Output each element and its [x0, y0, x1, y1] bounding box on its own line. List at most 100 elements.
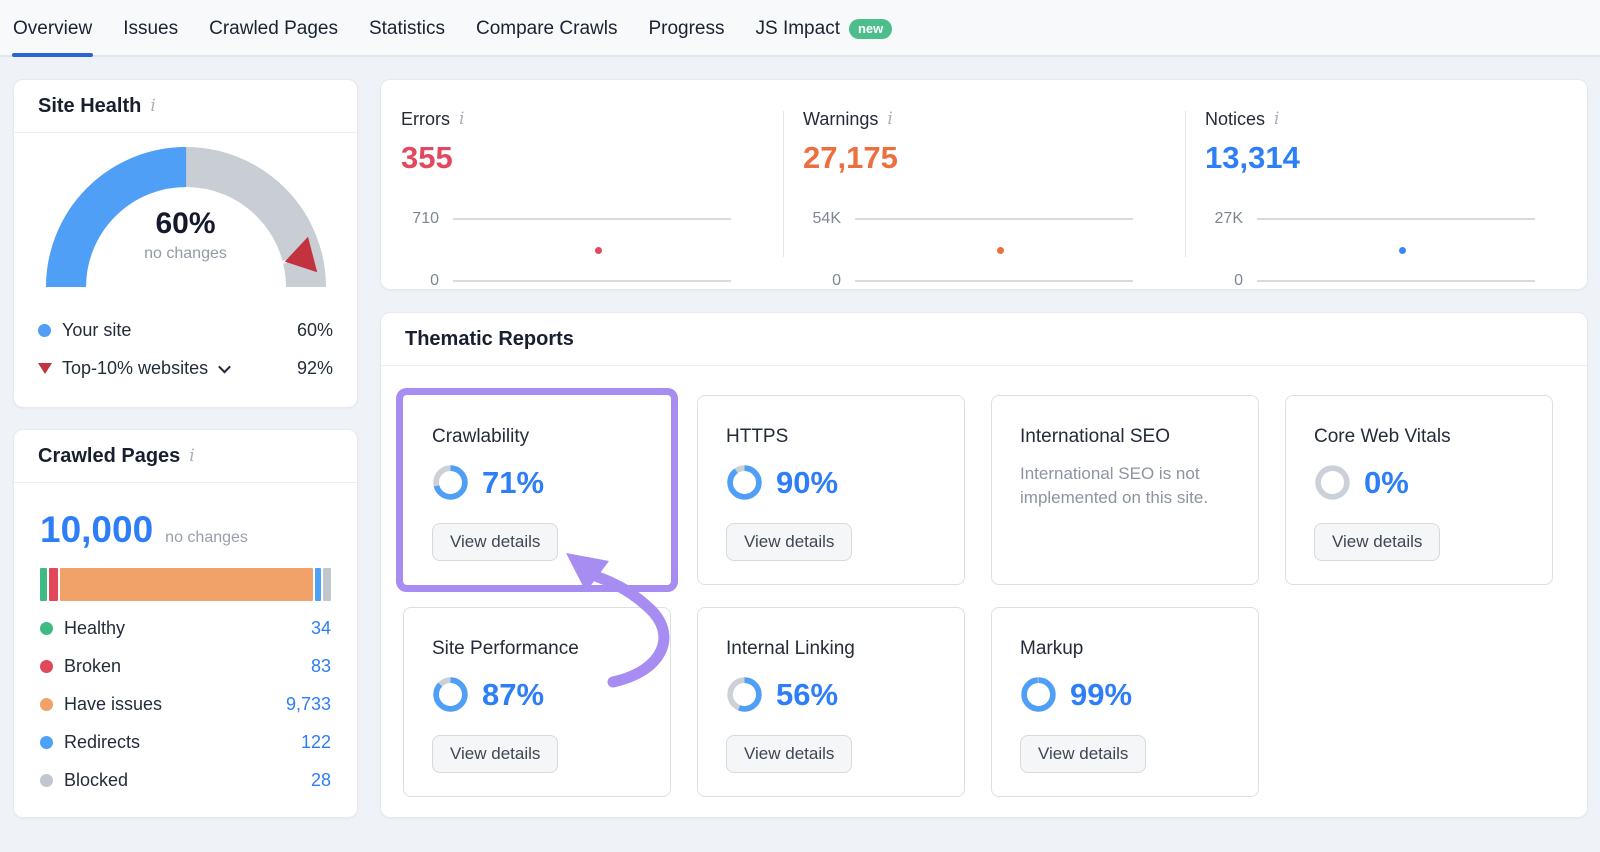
legend-row-blocked: Blocked 28 — [40, 761, 331, 799]
crawled-pages-card: Crawled Pages i 10,000 no changes Health… — [13, 429, 358, 818]
tab-crawled-pages[interactable]: Crawled Pages — [209, 18, 338, 39]
axis-line — [855, 280, 1133, 282]
markup-score: 99% — [1070, 676, 1133, 712]
markup-view-details-button[interactable]: View details — [1020, 735, 1147, 773]
report-card-international-seo: International SEO International SEO is n… — [991, 395, 1259, 585]
thematic-reports-card: Thematic Reports Crawlability 71% View d… — [380, 312, 1588, 818]
redirects-count-link[interactable]: 122 — [300, 731, 331, 752]
info-icon[interactable]: i — [189, 446, 195, 466]
bar-segment-redirects[interactable] — [315, 568, 321, 601]
thematic-reports-header: Thematic Reports — [381, 313, 1587, 366]
errors-label: Errors — [401, 109, 450, 129]
info-icon[interactable]: i — [887, 109, 893, 129]
warnings-data-point — [997, 247, 1005, 254]
bar-segment-have-issues[interactable] — [60, 568, 313, 601]
https-view-details-button[interactable]: View details — [726, 523, 853, 561]
redirects-dot-icon — [40, 735, 53, 749]
bar-segment-broken[interactable] — [49, 568, 58, 601]
site-health-legend: Your site 60% Top-10% websites 92% — [14, 311, 357, 387]
errors-section: Errors i 355 710 0 — [381, 80, 783, 289]
report-card-markup: Markup 99% View details — [991, 607, 1259, 797]
your-site-dot-icon — [38, 323, 51, 337]
bar-segment-healthy[interactable] — [40, 568, 47, 601]
report-card-crawlability: Crawlability 71% View details — [403, 395, 671, 585]
issues-summary-card: Errors i 355 710 0 Warnings i 27,175 54K — [380, 79, 1588, 290]
report-tabs-bar: Overview Issues Crawled Pages Statistics… — [0, 0, 1600, 57]
healthy-dot-icon — [40, 621, 53, 635]
https-score: 90% — [776, 464, 839, 500]
tab-js-impact[interactable]: JS Impact new — [756, 18, 893, 55]
crawlability-score: 71% — [482, 464, 545, 500]
benchmark-marker-icon — [284, 236, 317, 273]
crawled-pages-body: 10,000 no changes Healthy 34 Broken 83 — [14, 483, 357, 799]
broken-dot-icon — [40, 659, 53, 673]
thematic-reports-title: Thematic Reports — [405, 328, 574, 350]
warnings-sparkline: 54K 0 — [803, 210, 1133, 290]
crawled-pages-note: no changes — [165, 529, 248, 546]
legend-row-have-issues: Have issues 9,733 — [40, 685, 331, 723]
crawled-pages-stacked-bar — [40, 568, 331, 601]
core-web-vitals-score: 0% — [1364, 464, 1409, 500]
gauge-chart — [45, 147, 326, 288]
bar-segment-blocked[interactable] — [323, 568, 331, 601]
warnings-section: Warnings i 27,175 54K 0 — [783, 80, 1185, 289]
core-web-vitals-view-details-button[interactable]: View details — [1314, 523, 1441, 561]
international-seo-message: International SEO is not implemented on … — [1020, 464, 1209, 507]
notices-data-point — [1399, 247, 1407, 254]
axis-line — [453, 218, 731, 220]
tab-progress[interactable]: Progress — [648, 18, 725, 39]
tab-overview[interactable]: Overview — [11, 18, 94, 57]
crawled-pages-header: Crawled Pages i — [14, 430, 357, 483]
crawled-pages-total[interactable]: 10,000 — [40, 509, 154, 550]
blocked-dot-icon — [40, 773, 53, 787]
site-performance-view-details-button[interactable]: View details — [432, 735, 559, 773]
notices-sparkline: 27K 0 — [1205, 210, 1535, 290]
tab-issues[interactable]: Issues — [123, 18, 179, 39]
legend-row-top-websites: Top-10% websites 92% — [38, 349, 333, 387]
donut-chart — [1315, 465, 1350, 500]
blocked-count-link[interactable]: 28 — [310, 769, 331, 790]
healthy-count-link[interactable]: 34 — [310, 617, 331, 638]
warnings-count-link[interactable]: 27,175 — [803, 140, 898, 175]
site-health-title: Site Health — [38, 95, 142, 117]
notices-section: Notices i 13,314 27K 0 — [1185, 80, 1587, 289]
notices-count-link[interactable]: 13,314 — [1205, 140, 1300, 175]
info-icon[interactable]: i — [1274, 109, 1280, 129]
have-issues-count-link[interactable]: 9,733 — [285, 693, 331, 714]
donut-chart — [727, 677, 762, 712]
errors-count-link[interactable]: 355 — [401, 140, 453, 175]
site-health-score: 60% — [155, 207, 216, 240]
site-health-header: Site Health i — [14, 80, 357, 133]
internal-linking-view-details-button[interactable]: View details — [726, 735, 853, 773]
crawlability-view-details-button[interactable]: View details — [432, 523, 559, 561]
chevron-down-icon[interactable] — [218, 360, 231, 373]
new-badge: new — [848, 19, 893, 39]
axis-line — [1257, 218, 1535, 220]
warnings-label: Warnings — [803, 109, 879, 129]
donut-chart — [433, 677, 468, 712]
legend-row-redirects: Redirects 122 — [40, 723, 331, 761]
errors-data-point — [595, 247, 603, 254]
tab-compare-crawls[interactable]: Compare Crawls — [475, 18, 618, 39]
notices-label: Notices — [1205, 109, 1266, 129]
legend-row-broken: Broken 83 — [40, 647, 331, 685]
have-issues-dot-icon — [40, 697, 53, 711]
crawled-pages-legend: Healthy 34 Broken 83 Have issues 9,733 R… — [40, 609, 331, 799]
site-health-gauge: 60% no changes — [45, 147, 326, 297]
donut-chart — [433, 465, 468, 500]
tab-statistics[interactable]: Statistics — [368, 18, 445, 39]
axis-line — [453, 280, 731, 282]
report-card-https: HTTPS 90% View details — [697, 395, 965, 585]
axis-line — [855, 218, 1133, 220]
info-icon[interactable]: i — [459, 109, 465, 129]
site-performance-score: 87% — [482, 676, 545, 712]
legend-row-healthy: Healthy 34 — [40, 609, 331, 647]
report-card-core-web-vitals: Core Web Vitals 0% View details — [1285, 395, 1553, 585]
axis-line — [1257, 280, 1535, 282]
internal-linking-score: 56% — [776, 676, 839, 712]
info-icon[interactable]: i — [150, 96, 156, 116]
crawled-pages-title: Crawled Pages — [38, 445, 181, 467]
errors-sparkline: 710 0 — [401, 210, 731, 290]
broken-count-link[interactable]: 83 — [310, 655, 331, 676]
donut-chart — [1021, 677, 1056, 712]
